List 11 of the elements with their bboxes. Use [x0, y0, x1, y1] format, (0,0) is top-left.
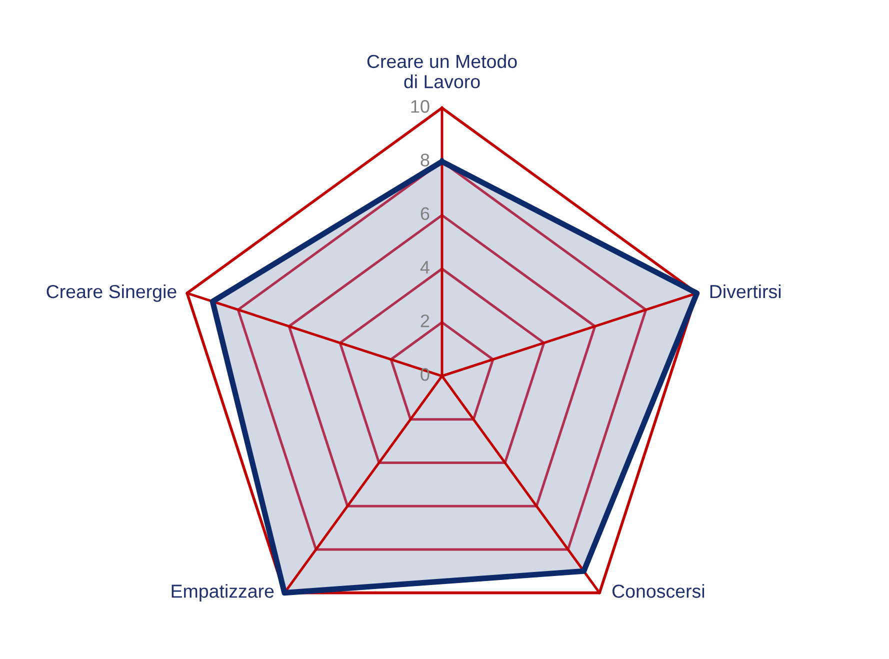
y-tick-label: 0	[420, 368, 430, 381]
spoke-label: Empatizzare	[172, 584, 274, 602]
y-tick-label: 6	[420, 207, 430, 220]
spoke-label: Creare un Metodo di Lavoro	[367, 54, 517, 88]
spoke-label: Conoscersi	[612, 584, 704, 598]
y-tick-label: 2	[420, 314, 430, 328]
y-tick-label: 10	[411, 100, 430, 113]
spoke-label: Divertirsi	[710, 284, 781, 298]
y-tick-label: 4	[420, 261, 430, 274]
spoke-label: Creare Sinergie	[46, 284, 176, 302]
y-tick-label: 8	[420, 154, 430, 166]
